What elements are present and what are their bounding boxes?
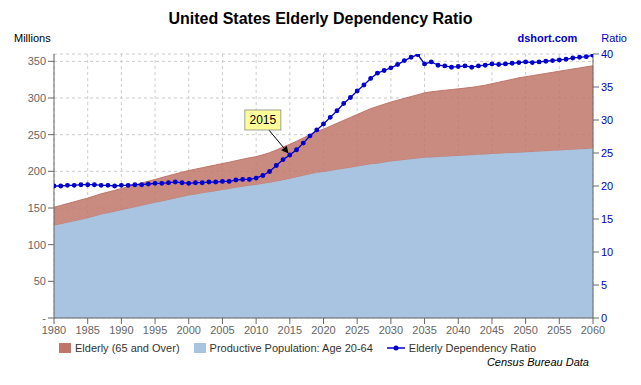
- svg-text:40: 40: [601, 48, 613, 60]
- svg-text:2045: 2045: [480, 324, 504, 336]
- svg-text:300: 300: [28, 92, 46, 104]
- svg-text:2000: 2000: [177, 324, 201, 336]
- svg-text:2015: 2015: [250, 113, 277, 127]
- svg-text:350: 350: [28, 55, 46, 67]
- html-text:United States Elderly Dependen: United States Elderly Dependency Ratio: [168, 10, 473, 27]
- svg-text:2005: 2005: [210, 324, 234, 336]
- svg-text:2055: 2055: [547, 324, 571, 336]
- svg-text:15: 15: [601, 213, 613, 225]
- html-text:Elderly Dependency Ratio: Elderly Dependency Ratio: [408, 342, 536, 354]
- svg-text:35: 35: [601, 81, 613, 93]
- svg-text:50: 50: [34, 275, 46, 287]
- html-text:Elderly (65 and Over): Elderly (65 and Over): [75, 342, 180, 354]
- svg-text:2060: 2060: [581, 324, 605, 336]
- html-text:dshort.com: dshort.com: [517, 32, 578, 44]
- svg-text:30: 30: [601, 114, 613, 126]
- html-text:Productive Population: Age 20-: Productive Population: Age 20-64: [209, 342, 373, 354]
- svg-text:2010: 2010: [244, 324, 268, 336]
- svg-text:2050: 2050: [513, 324, 537, 336]
- svg-text:2035: 2035: [412, 324, 436, 336]
- svg-text:5: 5: [601, 279, 607, 291]
- svg-text:1985: 1985: [75, 324, 99, 336]
- svg-text:2040: 2040: [446, 324, 470, 336]
- svg-text:250: 250: [28, 129, 46, 141]
- svg-text:0: 0: [601, 312, 607, 324]
- svg-text:-: -: [42, 312, 46, 324]
- svg-text:100: 100: [28, 239, 46, 251]
- svg-text:2015: 2015: [278, 324, 302, 336]
- svg-text:2020: 2020: [311, 324, 335, 336]
- svg-text:1980: 1980: [42, 324, 66, 336]
- html-text:Census Bureau Data: Census Bureau Data: [486, 356, 589, 368]
- svg-text:1995: 1995: [143, 324, 167, 336]
- svg-text:25: 25: [601, 147, 613, 159]
- svg-text:1990: 1990: [109, 324, 133, 336]
- svg-text:2030: 2030: [379, 324, 403, 336]
- html-text:Millions: Millions: [14, 32, 51, 44]
- svg-text:10: 10: [601, 246, 613, 258]
- svg-text:2025: 2025: [345, 324, 369, 336]
- svg-text:150: 150: [28, 202, 46, 214]
- svg-text:20: 20: [601, 180, 613, 192]
- html-text:Ratio: Ratio: [601, 32, 627, 44]
- svg-text:200: 200: [28, 165, 46, 177]
